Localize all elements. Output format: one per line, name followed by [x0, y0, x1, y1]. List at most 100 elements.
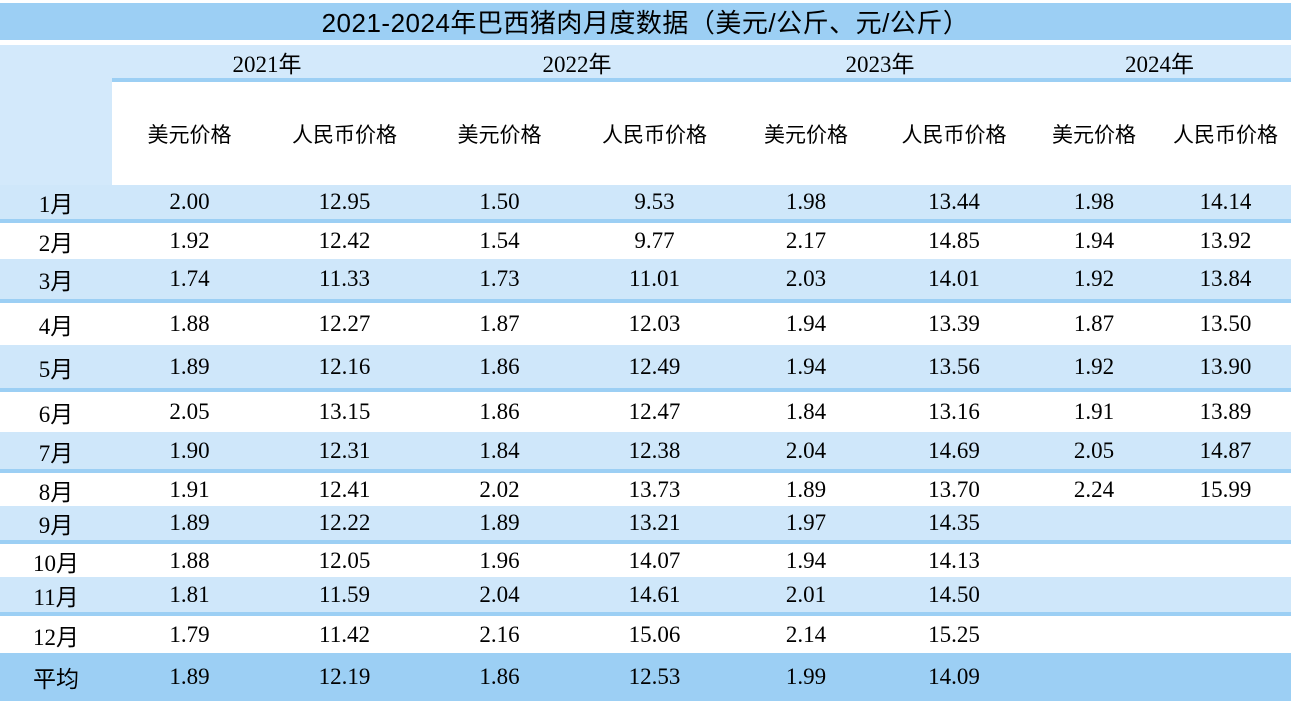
- price-cell: 1.91: [1073, 399, 1115, 424]
- price-cell: 1.86: [479, 399, 520, 424]
- price-cell: 2.04: [785, 437, 827, 463]
- price-cell: 1.94: [1073, 228, 1115, 253]
- price-cell: 12.53: [628, 664, 681, 689]
- month-label: 9月: [38, 513, 74, 538]
- column-header-cny-2021: 人民币价格: [292, 123, 397, 147]
- price-cell: 13.90: [1199, 353, 1252, 379]
- price-cell: 2.04: [479, 581, 520, 607]
- price-cell: 1.84: [479, 437, 520, 463]
- price-cell: 14.69: [928, 437, 980, 463]
- price-cell: 12.22: [318, 510, 371, 535]
- price-cell: 2.05: [1073, 437, 1115, 463]
- price-cell: 2.17: [785, 228, 827, 253]
- year-header-2024: 2024年: [1125, 51, 1194, 77]
- price-cell: 11.59: [319, 581, 370, 607]
- price-cell: 1.50: [479, 189, 520, 214]
- table-row: 3月 1.74 11.33 1.73 11.01 2.03 14.01 1.92 13.84: [0, 259, 1291, 303]
- price-cell: 14.13: [928, 547, 980, 573]
- price-cell: 12.38: [628, 437, 681, 463]
- month-label: 4月: [38, 314, 74, 339]
- price-cell: 13.84: [1199, 266, 1252, 291]
- table-row: 10月 1.88 12.05 1.96 14.07 1.94 14.13: [0, 544, 1291, 577]
- column-header-usd-2023: 美元价格: [764, 123, 848, 147]
- price-cell: 1.94: [785, 547, 827, 573]
- price-cell: 13.44: [928, 189, 980, 214]
- price-cell: 13.73: [628, 476, 681, 502]
- price-cell: 1.89: [169, 353, 210, 379]
- month-label: 11月: [33, 584, 79, 610]
- average-row: 平均 1.89 12.19 1.86 12.53 1.99 14.09: [0, 653, 1291, 701]
- column-header-usd-2022: 美元价格: [457, 123, 542, 147]
- price-cell: 2.24: [1073, 476, 1115, 502]
- price-cell: 12.05: [318, 547, 371, 573]
- price-cell: 1.94: [785, 311, 827, 336]
- table-row: 11月 1.81 11.59 2.04 14.61 2.01 14.50: [0, 577, 1291, 616]
- year-header-spacer: [0, 45, 112, 78]
- price-cell: 1.91: [169, 476, 210, 502]
- page-title: 2021-2024年巴西猪肉月度数据（美元/公斤、元/公斤）: [321, 8, 970, 38]
- average-label: 平均: [33, 667, 79, 692]
- price-cell: 2.14: [785, 621, 827, 647]
- month-label: 8月: [38, 479, 74, 505]
- price-cell: 13.92: [1199, 228, 1252, 253]
- price-cell: 2.16: [479, 621, 520, 647]
- price-cell: 12.42: [318, 228, 371, 253]
- price-cell: 1.99: [785, 664, 827, 689]
- price-cell: 14.35: [928, 510, 980, 535]
- price-cell: 1.79: [169, 621, 210, 647]
- price-cell: 13.89: [1199, 399, 1252, 424]
- price-cell: 12.41: [318, 476, 371, 502]
- price-cell: 14.14: [1199, 189, 1252, 214]
- price-cell: 1.81: [169, 581, 210, 607]
- table-row: 1月 2.00 12.95 1.50 9.53 1.98 13.44 1.98 14.14: [0, 185, 1291, 223]
- price-cell: 2.02: [479, 476, 520, 502]
- price-cell: 1.89: [169, 664, 210, 689]
- price-cell: 13.39: [928, 311, 980, 336]
- month-label: 2月: [38, 231, 74, 256]
- month-label: 3月: [38, 269, 74, 294]
- price-cell: 12.16: [318, 353, 371, 379]
- year-header-2023: 2023年: [845, 51, 915, 77]
- table-row: 9月 1.89 12.22 1.89 13.21 1.97 14.35: [0, 506, 1291, 544]
- table-row: 12月 1.79 11.42 2.16 15.06 2.14 15.25: [0, 616, 1291, 653]
- month-label: 7月: [38, 440, 74, 466]
- month-label: 12月: [33, 624, 79, 650]
- title-bar: 2021-2024年巴西猪肉月度数据（美元/公斤、元/公斤）: [0, 3, 1291, 40]
- price-cell: 12.31: [318, 437, 371, 463]
- price-cell: 13.16: [928, 399, 980, 424]
- price-cell: 2.05: [169, 399, 210, 424]
- price-cell: 14.85: [928, 228, 980, 253]
- price-cell: 1.88: [169, 311, 210, 336]
- price-cell: 14.87: [1199, 437, 1252, 463]
- price-cell: 14.07: [628, 547, 681, 573]
- price-cell: 11.33: [319, 266, 370, 291]
- price-cell: 2.00: [169, 189, 210, 214]
- table-row: 8月 1.91 12.41 2.02 13.73 1.89 13.70 2.24 15.99: [0, 473, 1291, 506]
- month-label: 10月: [33, 550, 79, 576]
- year-header-2021: 2021年: [232, 51, 302, 77]
- price-cell: 12.19: [318, 664, 371, 689]
- year-header-2022: 2022年: [542, 51, 612, 77]
- price-cell: 13.15: [318, 399, 371, 424]
- month-label: 1月: [38, 192, 74, 217]
- price-cell: 1.88: [169, 547, 210, 573]
- column-header-cny-2023: 人民币价格: [901, 123, 1007, 147]
- price-cell: 1.96: [479, 547, 520, 573]
- price-cell: 1.98: [785, 189, 827, 214]
- table-row: 2月 1.92 12.42 1.54 9.77 2.17 14.85 1.94 13.92: [0, 223, 1291, 259]
- price-cell: 1.86: [479, 353, 520, 379]
- price-cell: 13.50: [1199, 311, 1252, 336]
- month-label: 5月: [38, 356, 74, 382]
- price-cell: 15.99: [1199, 476, 1252, 502]
- title-gap: [0, 40, 1291, 45]
- price-cell: 1.92: [1073, 266, 1115, 291]
- column-header-row: 美元价格 人民币价格 美元价格 人民币价格 美元价格 人民币价格 美元价格 人民…: [0, 78, 1291, 185]
- price-cell: 1.89: [169, 510, 210, 535]
- price-cell: 12.27: [318, 311, 371, 336]
- price-cell: 1.90: [169, 437, 210, 463]
- column-header-spacer: [0, 78, 112, 185]
- column-header-usd-2024: 美元价格: [1052, 123, 1136, 147]
- price-cell: 11.42: [319, 621, 370, 647]
- price-cell: 2.01: [785, 581, 827, 607]
